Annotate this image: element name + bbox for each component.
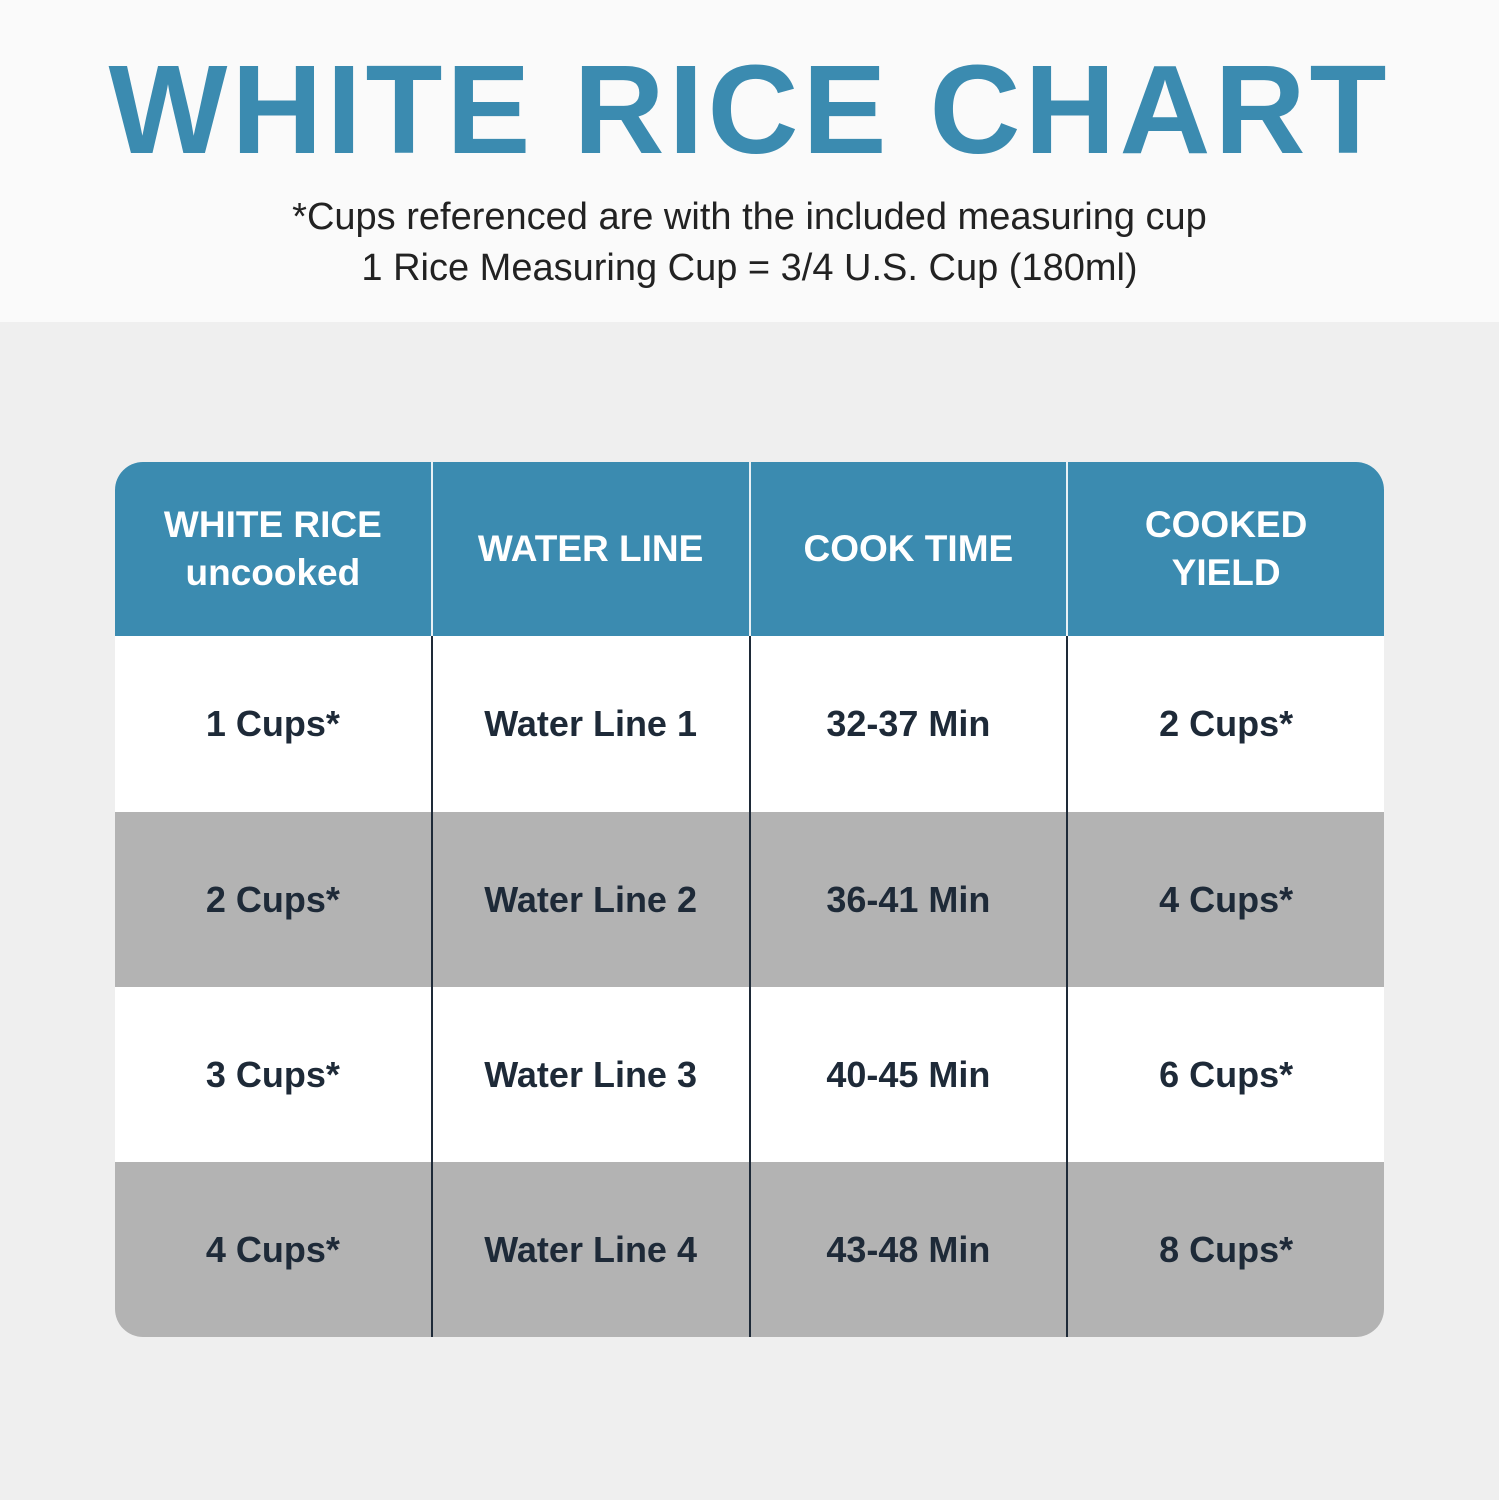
header-line: WATER LINE bbox=[477, 528, 704, 569]
table-header-row: WHITE RICE uncooked WATER LINE COOK TIME … bbox=[115, 462, 1384, 636]
table-row: 4 Cups* Water Line 4 43-48 Min 8 Cups* bbox=[115, 1162, 1384, 1337]
table-cell: 1 Cups* bbox=[205, 703, 340, 744]
table-row: 2 Cups* Water Line 2 36-41 Min 4 Cups* bbox=[115, 812, 1384, 987]
table-cell: 8 Cups* bbox=[1066, 1162, 1384, 1337]
table-cell: 3 Cups* bbox=[205, 1053, 340, 1095]
table-row: 1 Cups* Water Line 1 32-37 Min 2 Cups* bbox=[115, 636, 1384, 812]
header-cell: COOK TIME bbox=[748, 462, 1067, 636]
page-title: WHITE RICE CHART bbox=[108, 39, 1391, 180]
table-row: 3 Cups* Water Line 3 40-45 Min 6 Cups* bbox=[115, 987, 1384, 1162]
header-line: COOK TIME bbox=[803, 528, 1014, 569]
table-cell: Water Line 3 bbox=[430, 987, 749, 1162]
table-cell: Water Line 4 bbox=[430, 1162, 749, 1337]
table-cell: 2 Cups* bbox=[205, 878, 340, 920]
table-cell: 40-45 Min bbox=[748, 987, 1067, 1162]
table-cell: Water Line 2 bbox=[430, 812, 749, 987]
rice-chart-table: WHITE RICE uncooked WATER LINE COOK TIME … bbox=[115, 462, 1384, 1337]
header-cell: WATER LINE bbox=[430, 462, 749, 636]
table-cell: 6 Cups* bbox=[1066, 987, 1384, 1162]
header-line: uncooked bbox=[185, 552, 361, 593]
table-cell: Water Line 1 bbox=[430, 636, 749, 812]
header-line: COOKED bbox=[1144, 504, 1308, 545]
table-cell: 4 Cups* bbox=[1066, 812, 1384, 987]
header-cell: COOKED YIELD bbox=[1066, 462, 1384, 636]
table-cell: 2 Cups* bbox=[1066, 636, 1384, 812]
header-line: WHITE RICE bbox=[163, 504, 382, 545]
header-area bbox=[0, 0, 1499, 322]
table-cell: 4 Cups* bbox=[205, 1228, 340, 1270]
subtitle-note: *Cups referenced are with the included m… bbox=[292, 196, 1207, 238]
subtitle-conversion: 1 Rice Measuring Cup = 3/4 U.S. Cup (180… bbox=[361, 247, 1138, 289]
header-line: YIELD bbox=[1171, 552, 1281, 593]
table-cell: 43-48 Min bbox=[748, 1162, 1067, 1337]
table-cell: 32-37 Min bbox=[748, 636, 1067, 812]
table-cell: 36-41 Min bbox=[748, 812, 1067, 987]
header-cell: WHITE RICE uncooked bbox=[115, 462, 431, 636]
